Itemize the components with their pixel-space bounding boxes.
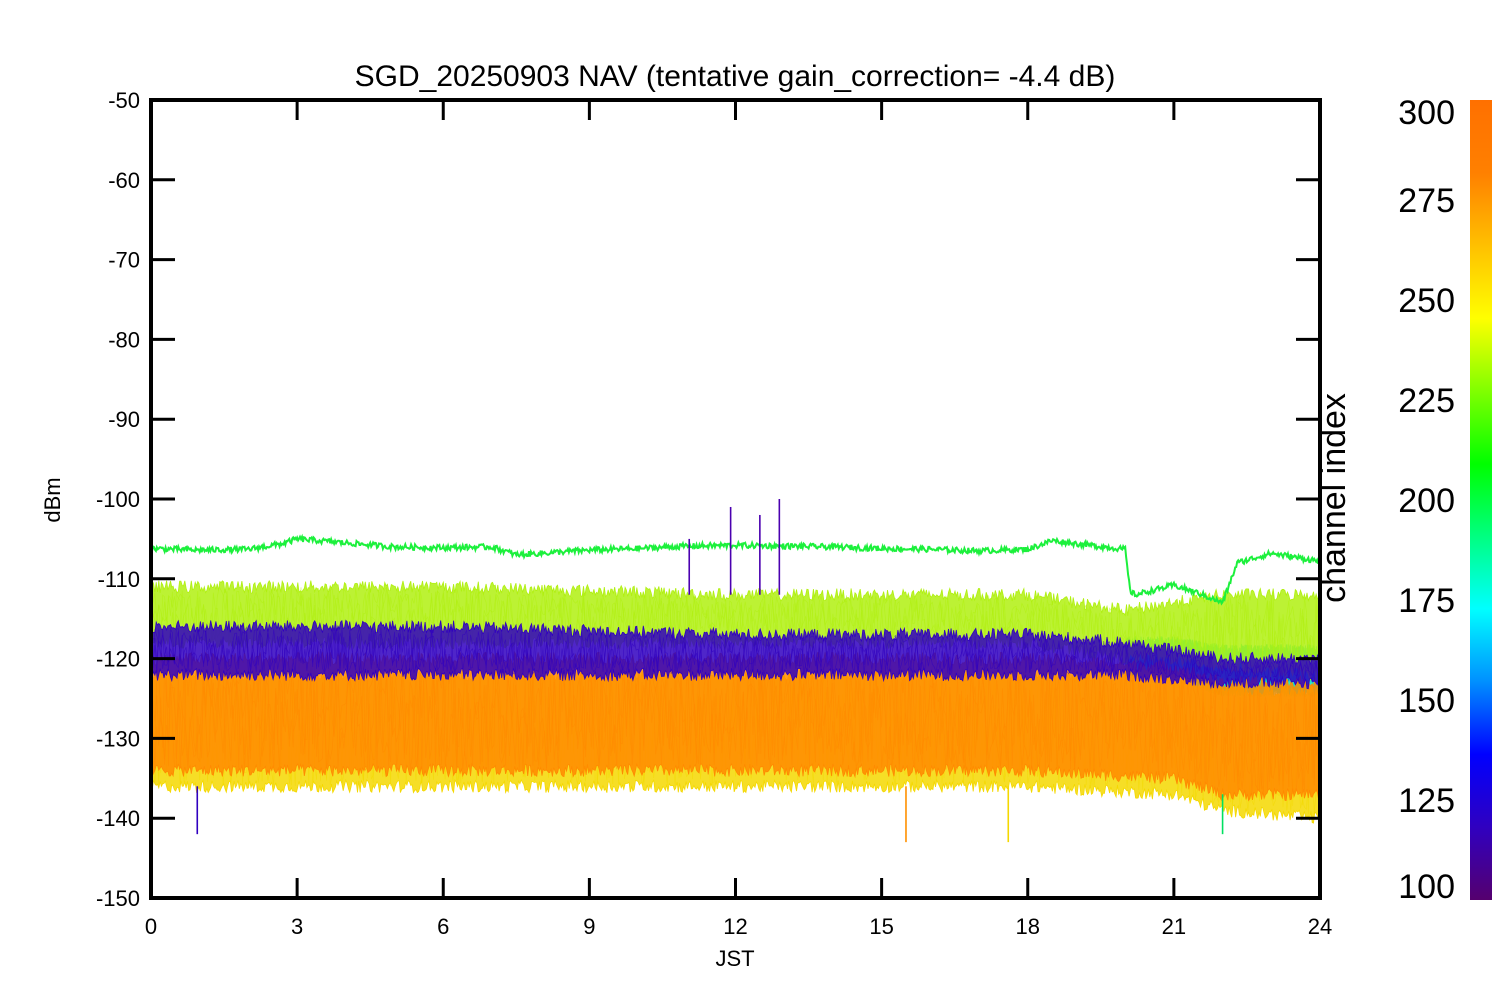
colorbar-tick-label: 225 (1398, 382, 1455, 420)
colorbar-tick-label: 100 (1398, 868, 1455, 906)
x-tick-label: 3 (291, 914, 303, 939)
colorbar-tick-label: 200 (1398, 482, 1455, 520)
colorbar-tick-label: 275 (1398, 182, 1455, 220)
series-channel-290-band (151, 650, 1320, 802)
chart-title: SGD_20250903 NAV (tentative gain_correct… (355, 60, 1116, 93)
band-noise-trace (151, 627, 1320, 684)
y-tick-label: -50 (108, 88, 140, 113)
colorbar-tick-label: 250 (1398, 282, 1455, 320)
y-axis-ticks: -50 -60 -70 -80 -90 -100 -110 -120 -130 -140 -150 (96, 88, 1320, 911)
series-channel-125-band (151, 619, 1320, 690)
y-axis-label: dBm (40, 477, 65, 522)
y-tick-label: -80 (108, 327, 140, 352)
band-noise-trace (151, 626, 1320, 683)
x-tick-label: 0 (145, 914, 157, 939)
y-tick-label: -140 (96, 806, 140, 831)
y-tick-label: -70 (108, 248, 140, 273)
y-tick-label: -130 (96, 726, 140, 751)
plot-data-layer (151, 499, 1320, 843)
series-main-line (151, 533, 1320, 606)
y-tick-label: -120 (96, 647, 140, 672)
colorbar-ticks: 300 275 250 225 200 175 150 125 100 (1398, 94, 1455, 906)
x-tick-label: 9 (583, 914, 595, 939)
colorbar-tick-label: 125 (1398, 782, 1455, 820)
colorbar (1470, 100, 1492, 900)
x-tick-label: 12 (723, 914, 747, 939)
y-tick-label: -100 (96, 487, 140, 512)
x-tick-label: 18 (1016, 914, 1040, 939)
x-axis-ticks: 0 3 6 9 12 15 18 21 24 (145, 100, 1332, 939)
colorbar-tick-label: 150 (1398, 682, 1455, 720)
x-tick-label: 21 (1162, 914, 1186, 939)
y-tick-label: -110 (98, 567, 140, 592)
y-tick-label: -90 (108, 407, 140, 432)
y-tick-label: -60 (108, 168, 140, 193)
x-tick-label: 6 (437, 914, 449, 939)
x-axis-label: JST (715, 946, 754, 971)
colorbar-tick-label: 300 (1398, 94, 1455, 132)
band-noise-trace (151, 587, 1320, 673)
colorbar-tick-label: 175 (1398, 582, 1455, 620)
colorbar-label: channel index (1315, 393, 1353, 603)
x-tick-label: 15 (869, 914, 893, 939)
y-tick-label: -150 (96, 886, 140, 911)
x-tick-label: 24 (1308, 914, 1332, 939)
band-noise-trace (151, 658, 1320, 795)
